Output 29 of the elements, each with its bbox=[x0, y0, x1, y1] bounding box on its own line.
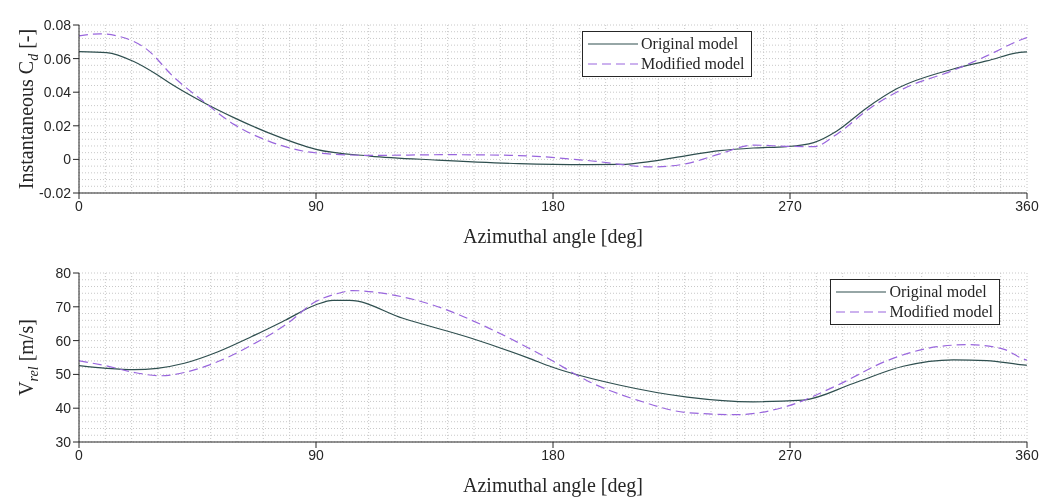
x-tick-label: 90 bbox=[308, 446, 324, 463]
y-tick-label: 0.06 bbox=[43, 50, 72, 67]
y-tick-label: 80 bbox=[55, 264, 72, 281]
y-tick-label: 40 bbox=[55, 400, 72, 417]
x-tick-label: 180 bbox=[541, 197, 565, 214]
legend-label: Modified model bbox=[889, 302, 993, 322]
x-axis-title: Azimuthal angle [deg] bbox=[463, 474, 643, 497]
x-tick-label: 270 bbox=[778, 446, 802, 463]
y-tick-label: 60 bbox=[55, 332, 72, 349]
legend-label: Original model bbox=[641, 34, 739, 54]
legend-label: Modified model bbox=[641, 54, 745, 74]
x-axis-title: Azimuthal angle [deg] bbox=[463, 225, 643, 248]
y-tick-label: 0.04 bbox=[43, 84, 72, 101]
y-tick-label: 0 bbox=[63, 151, 72, 168]
x-tick-label: 360 bbox=[1015, 197, 1039, 214]
legend-label: Original model bbox=[889, 282, 987, 302]
y-tick-label: 30 bbox=[55, 433, 72, 450]
y-tick-label: -0.02 bbox=[39, 184, 72, 201]
y-tick-label: 0.02 bbox=[43, 117, 72, 134]
x-tick-label: 270 bbox=[778, 197, 802, 214]
y-tick-label: 0.08 bbox=[43, 16, 72, 33]
x-tick-label: 0 bbox=[75, 197, 84, 214]
x-tick-label: 180 bbox=[541, 446, 565, 463]
x-tick-label: 0 bbox=[75, 446, 84, 463]
x-tick-label: 360 bbox=[1015, 446, 1039, 463]
line-series bbox=[79, 299, 1027, 403]
y-tick-label: 70 bbox=[55, 298, 72, 315]
x-tick-label: 90 bbox=[308, 197, 324, 214]
y-tick-label: 50 bbox=[55, 366, 72, 383]
